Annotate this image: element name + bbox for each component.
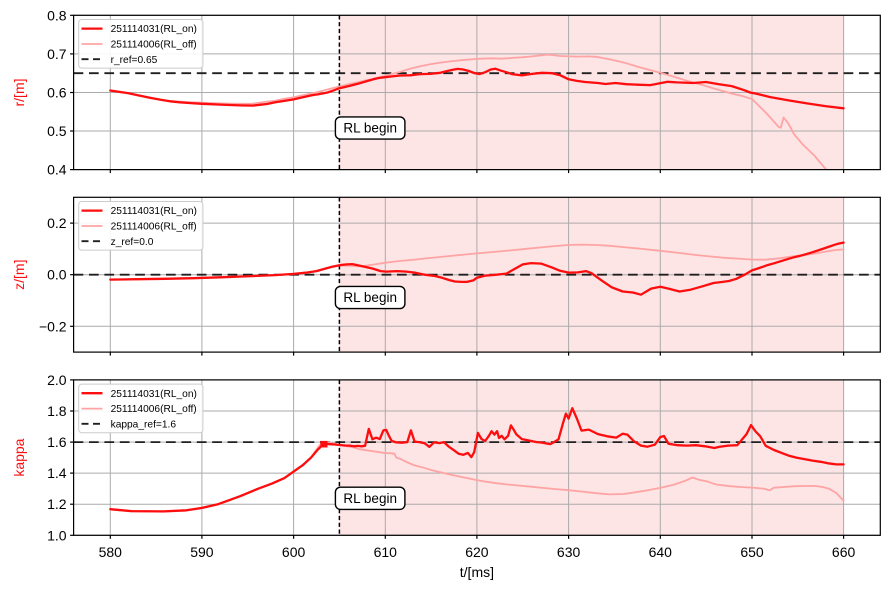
svg-text:r_ref=0.65: r_ref=0.65 [111, 55, 158, 66]
svg-text:1.2: 1.2 [47, 496, 67, 512]
svg-text:251114006(RL_off): 251114006(RL_off) [111, 404, 197, 415]
svg-text:1.0: 1.0 [47, 527, 67, 543]
svg-text:2.0: 2.0 [47, 372, 67, 388]
svg-text:t/[ms]: t/[ms] [460, 564, 494, 580]
svg-text:630: 630 [557, 544, 581, 560]
svg-text:251114006(RL_off): 251114006(RL_off) [111, 40, 197, 51]
svg-text:1.8: 1.8 [47, 403, 67, 419]
svg-text:640: 640 [649, 544, 673, 560]
svg-text:−0.2: −0.2 [39, 318, 67, 334]
svg-text:251114031(RL_on): 251114031(RL_on) [111, 206, 197, 217]
svg-text:620: 620 [465, 544, 489, 560]
svg-text:580: 580 [99, 544, 123, 560]
svg-text:1.6: 1.6 [47, 434, 67, 450]
svg-text:RL begin: RL begin [343, 491, 397, 506]
svg-text:600: 600 [282, 544, 306, 560]
svg-text:650: 650 [740, 544, 764, 560]
svg-text:0.4: 0.4 [47, 162, 67, 178]
svg-text:0.6: 0.6 [47, 85, 67, 101]
svg-text:RL begin: RL begin [343, 121, 397, 136]
svg-text:r/[m]: r/[m] [11, 79, 27, 107]
svg-text:0.7: 0.7 [47, 46, 67, 62]
svg-text:z_ref=0.0: z_ref=0.0 [111, 237, 154, 248]
svg-text:251114006(RL_off): 251114006(RL_off) [111, 222, 197, 233]
svg-text:660: 660 [832, 544, 856, 560]
svg-text:590: 590 [190, 544, 214, 560]
svg-text:251114031(RL_on): 251114031(RL_on) [111, 24, 197, 35]
svg-text:kappa_ref=1.6: kappa_ref=1.6 [111, 419, 177, 430]
svg-text:kappa: kappa [11, 438, 27, 476]
svg-text:0.8: 0.8 [47, 7, 67, 23]
svg-text:z/[m]: z/[m] [11, 260, 27, 290]
svg-text:0.0: 0.0 [47, 267, 67, 283]
svg-text:RL begin: RL begin [343, 290, 397, 305]
svg-text:610: 610 [374, 544, 398, 560]
svg-text:0.5: 0.5 [47, 123, 67, 139]
svg-text:251114031(RL_on): 251114031(RL_on) [111, 389, 197, 400]
svg-text:1.4: 1.4 [47, 465, 67, 481]
svg-text:0.2: 0.2 [47, 215, 67, 231]
